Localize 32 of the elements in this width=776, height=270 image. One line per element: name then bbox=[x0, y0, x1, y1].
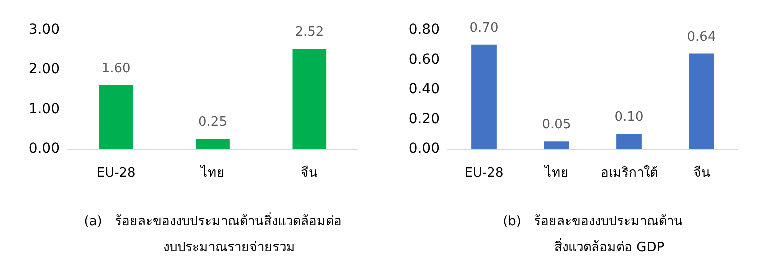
y-tick-label: 0.00 bbox=[28, 141, 60, 157]
x-tick-label: จีน bbox=[301, 165, 318, 181]
x-tick-label: จีน bbox=[693, 165, 710, 181]
y-tick-label: 0.60 bbox=[408, 52, 440, 68]
data-label: 2.52 bbox=[295, 25, 324, 40]
bar bbox=[99, 86, 134, 149]
bar bbox=[472, 44, 497, 149]
x-tick-label: EU-28 bbox=[464, 166, 504, 181]
data-label: 0.05 bbox=[542, 118, 572, 133]
bar bbox=[544, 142, 570, 149]
y-tick-label: 0.40 bbox=[408, 82, 440, 98]
x-tick-label: ไทย bbox=[200, 165, 225, 181]
data-label: 0.70 bbox=[470, 20, 499, 36]
data-label: 1.60 bbox=[102, 62, 131, 77]
bar bbox=[196, 139, 230, 149]
y-tick-label: 1.00 bbox=[28, 101, 60, 118]
x-tick-label: ไทย bbox=[544, 165, 569, 181]
data-label: 0.25 bbox=[198, 115, 228, 130]
x-tick-label: อเมริกาใต้ bbox=[600, 165, 658, 181]
y-tick-label: 0.20 bbox=[408, 111, 440, 128]
y-tick-label: 3.00 bbox=[28, 22, 60, 38]
x-tick-label: EU-28 bbox=[96, 166, 136, 181]
x-axis-title: (b) ร้อยละของงบประมาณด้าน สิ่งแวดล้อมต่อ GDP bbox=[503, 214, 683, 256]
y-tick-label: 0.00 bbox=[408, 141, 440, 157]
bar bbox=[616, 134, 642, 149]
data-label: 0.10 bbox=[614, 110, 644, 126]
data-label: 0.64 bbox=[687, 30, 716, 45]
bar bbox=[689, 54, 714, 149]
y-tick-label: 2.00 bbox=[28, 62, 60, 78]
x-axis-title: (a) ร้อยละของงบประมาณด้านสิ่งแวดล้อมต่อ งบประมาณรายจ่ายรวม bbox=[84, 212, 342, 256]
bar bbox=[292, 49, 327, 149]
y-tick-label: 0.80 bbox=[408, 22, 440, 38]
